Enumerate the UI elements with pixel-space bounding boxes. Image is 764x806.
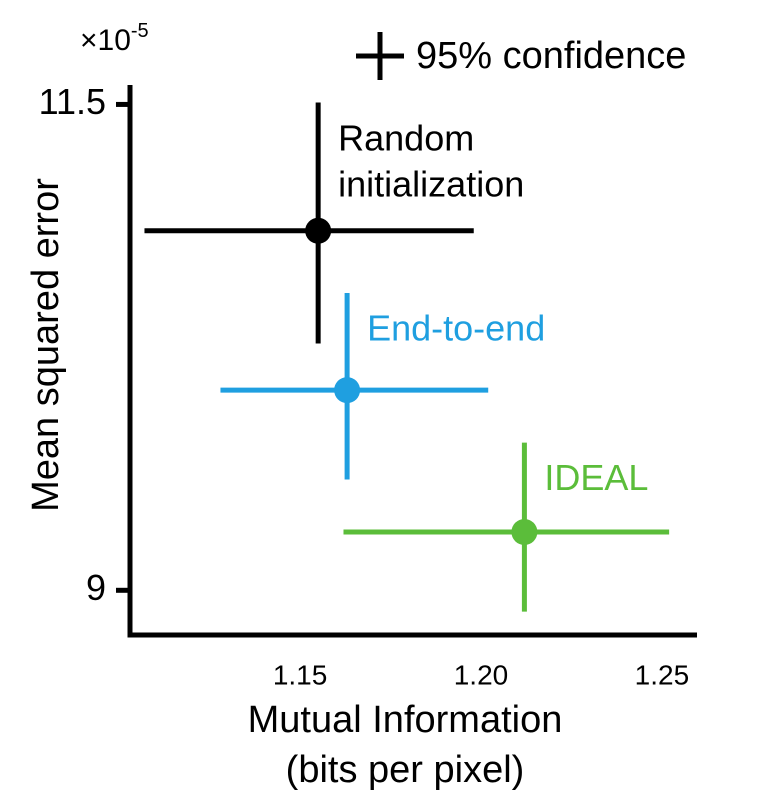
point bbox=[511, 518, 538, 545]
x-tick-label: 1.15 bbox=[273, 659, 328, 690]
point bbox=[305, 217, 332, 244]
legend-label: 95% confidence bbox=[416, 35, 686, 77]
y-tick-label: 11.5 bbox=[39, 81, 106, 122]
x-axis-label: Mutual Information bbox=[248, 699, 563, 741]
series-label: Random initialization bbox=[338, 117, 524, 204]
label-line: initialization bbox=[338, 163, 524, 204]
x-tick-label: 1.25 bbox=[635, 659, 690, 690]
y-tick-label: 9 bbox=[86, 567, 106, 608]
y-multiplier: ×10-5 bbox=[80, 20, 149, 57]
y-axis-label: Mean squared error bbox=[25, 178, 67, 512]
series-label: IDEAL bbox=[544, 457, 648, 498]
series-label: End-to-end bbox=[367, 307, 545, 348]
multiplier-exponent: -5 bbox=[131, 20, 149, 42]
multiplier-base: ×10 bbox=[80, 24, 131, 57]
label-line: Random bbox=[338, 117, 474, 158]
x-axis-label: (bits per pixel) bbox=[286, 749, 525, 791]
point bbox=[334, 377, 361, 404]
x-tick-label: 1.20 bbox=[454, 659, 509, 690]
